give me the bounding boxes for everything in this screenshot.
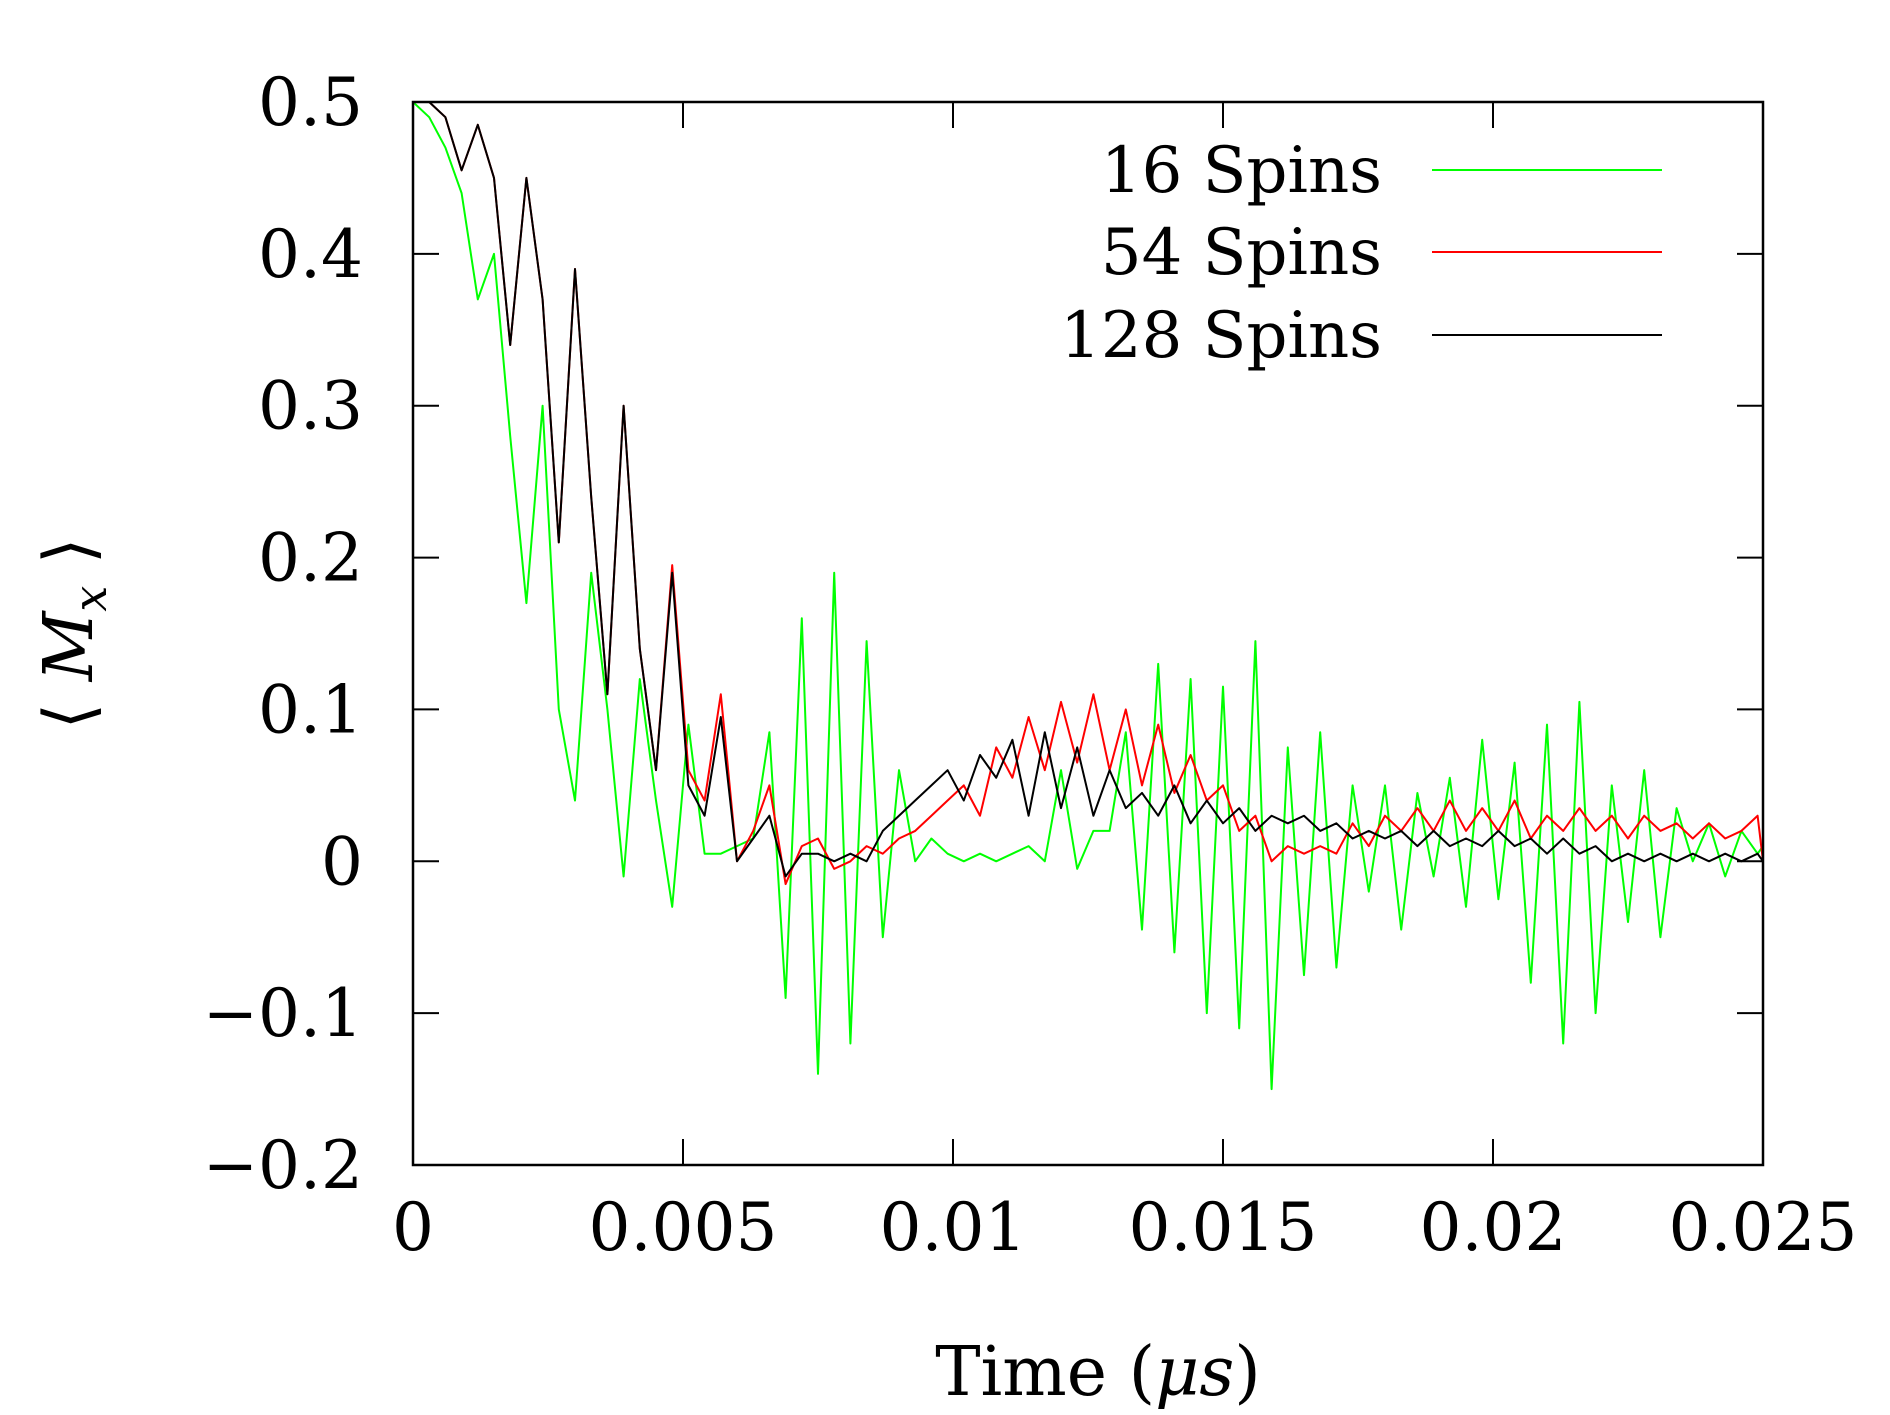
ticks-layer: 0 0.005 0.01 0.015 0.02 0.025 −0.2 −0.1 0 0.1 0.2 0… [203,64,1858,1266]
y-tick-label: −0.1 [203,975,363,1052]
y-axis-title: ⟨ Mx ⟩ [30,538,117,730]
legend: 16 Spins 54 Spins 128 Spins [1060,134,1662,373]
series-line-16-spins [413,102,1763,1091]
y-tick-label: 0.2 [258,520,363,597]
y-tick-label: 0.1 [258,671,363,748]
series-layer [413,102,1763,1091]
x-tick-label: 0 [392,1189,434,1266]
legend-label-16-spins: 16 Spins [1101,134,1382,208]
y-tick-label: 0 [321,823,363,900]
legend-label-54-spins: 54 Spins [1101,216,1382,290]
x-axis-title: Time (μs) [935,1333,1261,1412]
plot-frame [411,100,1765,1167]
x-tick-label: 0.01 [880,1189,1027,1266]
x-tick-label: 0.015 [1129,1189,1318,1266]
y-tick-label: 0.4 [258,216,363,293]
series-line-128-spins [413,102,1763,878]
legend-label-128-spins: 128 Spins [1060,299,1382,373]
x-tick-label: 0.025 [1669,1189,1858,1266]
y-tick-label: 0.5 [258,64,363,141]
x-tick-label: 0.005 [589,1189,778,1266]
y-tick-label: 0.3 [258,368,363,445]
y-tick-label: −0.2 [203,1127,363,1204]
x-tick-label: 0.02 [1420,1189,1567,1266]
